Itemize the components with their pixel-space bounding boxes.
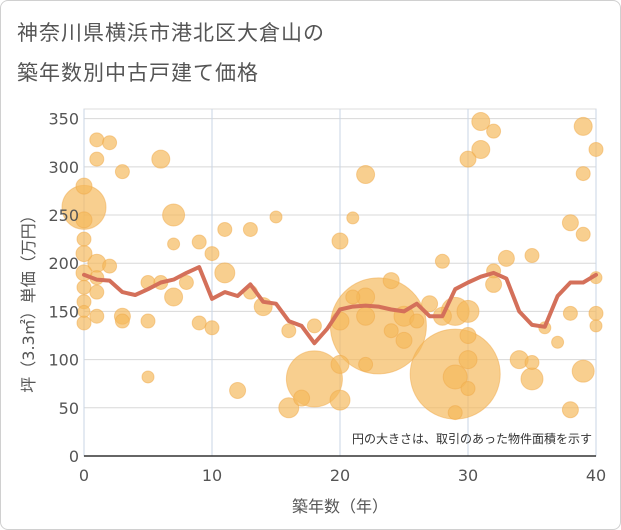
bubble-point xyxy=(114,313,130,329)
bubble-point xyxy=(204,320,220,336)
bubble-point xyxy=(382,272,400,290)
bubble-point xyxy=(114,164,130,180)
bubble-point xyxy=(178,275,194,290)
bubble-point xyxy=(459,327,477,345)
bubble-point xyxy=(204,246,220,262)
bubble-point xyxy=(102,135,118,151)
bubble-point xyxy=(346,211,360,225)
bubble-point xyxy=(571,359,595,383)
bubble-point xyxy=(575,226,591,242)
bubble-point xyxy=(524,355,540,371)
bubble-point xyxy=(306,318,322,334)
x-axis-label: 築年数（年） xyxy=(292,497,388,516)
bubble-point xyxy=(460,381,476,397)
bubble-point xyxy=(229,381,247,399)
bubble-layer xyxy=(61,112,604,421)
bubble-point xyxy=(409,313,425,329)
bubble-point xyxy=(459,150,477,168)
y-tick-label: 350 xyxy=(48,110,79,129)
bubble-point xyxy=(456,299,480,323)
bubble-point xyxy=(217,221,233,237)
bubble-point xyxy=(331,232,349,250)
size-note: 円の大きさは、取引のあった物件面積を示す xyxy=(352,431,592,446)
bubble-point xyxy=(345,289,361,305)
bubble-point xyxy=(89,151,105,167)
chart-title-line-2: 築年数別中古戸建て価格 xyxy=(17,61,259,85)
bubble-point xyxy=(356,306,376,326)
bubble-point xyxy=(471,139,491,159)
bubble-point xyxy=(75,177,93,195)
bubble-point xyxy=(164,287,184,307)
x-tick-label: 40 xyxy=(586,466,606,485)
bubble-point xyxy=(485,275,503,293)
bubble-point xyxy=(383,323,399,339)
bubble-point xyxy=(293,389,311,407)
bubble-point xyxy=(575,166,591,182)
x-tick-label: 10 xyxy=(202,466,222,485)
bubble-point xyxy=(561,401,579,419)
average-price-line xyxy=(82,265,598,346)
bubble-point xyxy=(421,295,439,313)
bubble-point xyxy=(269,210,283,224)
bubble-point xyxy=(524,248,540,264)
bubble-point xyxy=(191,234,207,250)
bubble-point xyxy=(588,141,604,157)
bubble-point xyxy=(458,350,478,370)
bubble-point xyxy=(89,284,105,300)
bubble-point xyxy=(561,214,579,232)
bubble-point xyxy=(486,123,502,139)
bubble-point xyxy=(588,305,604,321)
bubble-point xyxy=(281,323,297,339)
average-line-layer xyxy=(82,265,598,346)
y-tick-label: 300 xyxy=(48,158,79,177)
bubble-point xyxy=(447,405,463,421)
bubble-point xyxy=(356,165,376,185)
y-tick-label: 200 xyxy=(48,254,79,273)
bubble-point xyxy=(76,315,92,331)
bubble-point xyxy=(75,211,93,229)
bubble-point xyxy=(89,308,105,324)
bubble-point xyxy=(573,116,593,136)
bubble-point xyxy=(151,149,171,169)
bubble-point xyxy=(76,279,92,295)
bubble-point xyxy=(77,304,91,318)
bubble-point xyxy=(358,356,374,372)
bubble-point xyxy=(562,305,578,321)
y-tick-label: 150 xyxy=(48,302,79,321)
bubble-point xyxy=(141,370,155,384)
bubble-point xyxy=(102,258,118,274)
bubble-point xyxy=(162,203,186,227)
x-tick-label: 0 xyxy=(79,466,89,485)
bubble-point xyxy=(329,389,351,411)
bubble-point xyxy=(520,367,544,391)
bubble-point xyxy=(442,364,468,390)
bubble-point xyxy=(76,231,92,247)
tick-labels: 0 50 100 150 200 250 300 350 0 10 20 30 40 xyxy=(48,110,606,485)
bubble-point xyxy=(434,253,450,269)
bubble-point xyxy=(167,237,181,251)
y-tick-label: 250 xyxy=(48,206,79,225)
x-tick-label: 20 xyxy=(330,466,350,485)
y-tick-label: 100 xyxy=(48,351,79,370)
y-tick-label: 50 xyxy=(59,399,79,418)
bubble-point xyxy=(471,112,491,132)
bubble-point xyxy=(589,319,603,333)
y-axis-label: 坪（3.3㎡）単価（万円） xyxy=(19,207,38,392)
bubble-point xyxy=(551,335,565,349)
chart-title-line-1: 神奈川県横浜市港北区大倉山の xyxy=(17,21,325,45)
bubble-point xyxy=(191,315,207,331)
bubble-point xyxy=(140,313,156,329)
x-tick-label: 30 xyxy=(458,466,478,485)
y-tick-label: 0 xyxy=(69,447,79,466)
bubble-point xyxy=(214,262,236,284)
bubble-point xyxy=(89,132,105,148)
bubble-point xyxy=(497,249,515,267)
bubble-point xyxy=(278,397,300,419)
bubble-point xyxy=(395,331,413,349)
bubble-point xyxy=(242,221,258,237)
bubble-point xyxy=(330,354,350,374)
